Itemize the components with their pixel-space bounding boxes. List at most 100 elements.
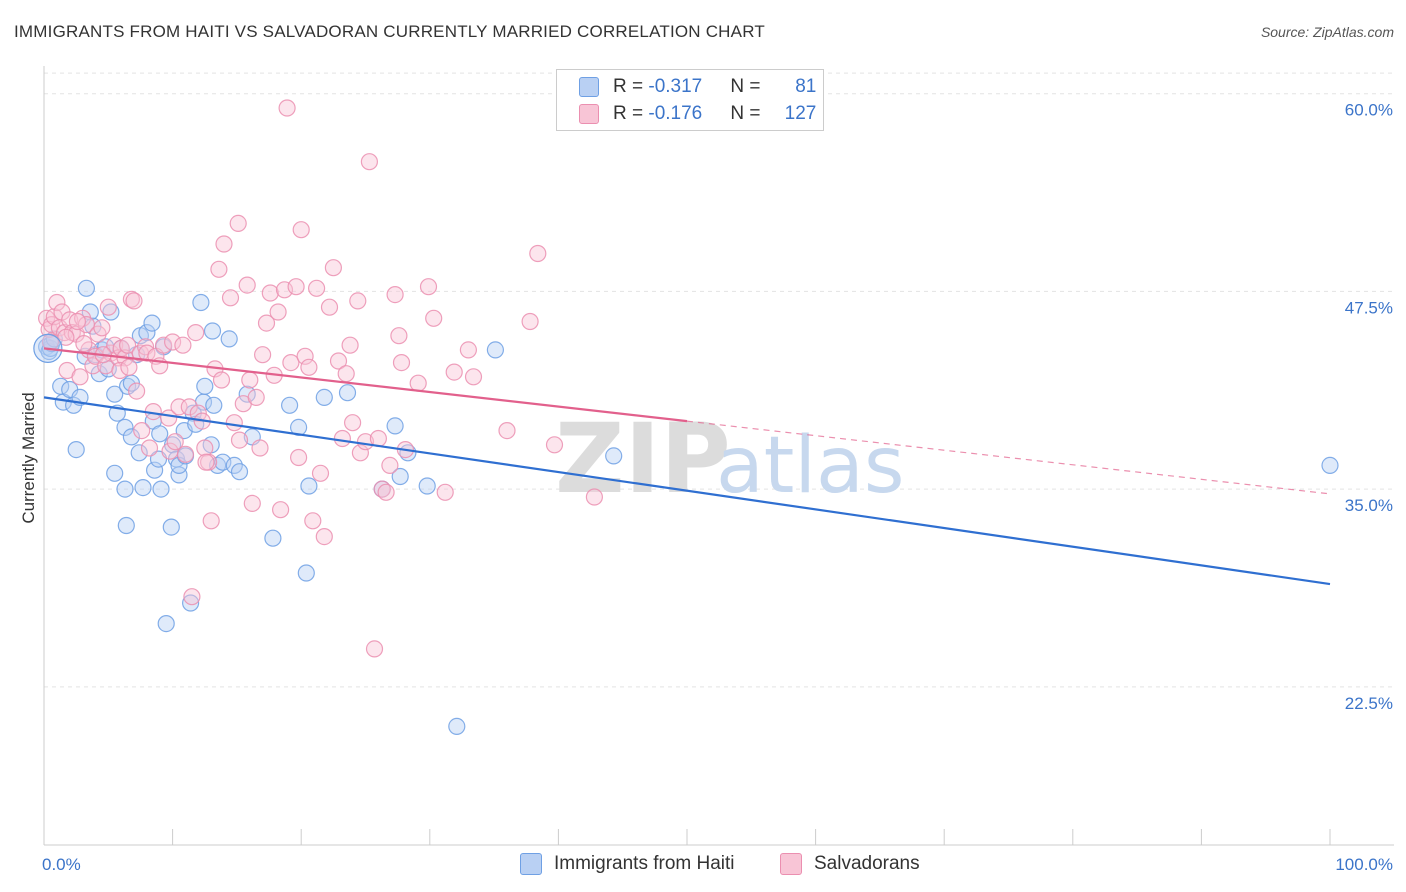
salvadoran-point bbox=[257, 314, 276, 332]
salvadoran-point bbox=[290, 448, 308, 467]
haiti-point bbox=[162, 518, 180, 536]
salvadoran-point bbox=[57, 328, 75, 346]
haiti-point bbox=[418, 477, 436, 495]
salvadoran-point bbox=[155, 336, 173, 354]
y-tick-label: 35.0% bbox=[1345, 496, 1393, 515]
salvadoran-point bbox=[243, 494, 261, 512]
legend-n-label: N = bbox=[730, 76, 766, 97]
salvadoran-point bbox=[272, 501, 290, 519]
haiti-point bbox=[67, 441, 85, 459]
salvadoran-point bbox=[210, 260, 228, 278]
haiti-point bbox=[77, 279, 96, 297]
chart-title: IMMIGRANTS FROM HAITI VS SALVADORAN CURR… bbox=[14, 22, 765, 41]
salvadoran-point bbox=[230, 431, 249, 449]
x-tick-label: 0.0% bbox=[42, 855, 81, 874]
haiti-point bbox=[238, 385, 256, 403]
salvadoran-point bbox=[459, 341, 477, 359]
salvadoran-point bbox=[300, 358, 318, 376]
haiti-point bbox=[106, 385, 124, 403]
haiti-point bbox=[146, 461, 164, 479]
salvadoran-point bbox=[48, 293, 66, 312]
salvadoran-point bbox=[225, 414, 243, 432]
salvadoran-point bbox=[75, 335, 93, 353]
salvadoran-point bbox=[464, 368, 483, 386]
haiti-point bbox=[391, 467, 409, 486]
salvadoran-point bbox=[111, 361, 129, 380]
bottom-legend-label-haiti: Immigrants from Haiti bbox=[554, 853, 735, 874]
legend-row-haiti: R = -0.317 N = 81 bbox=[579, 75, 816, 99]
haiti-point bbox=[605, 447, 623, 465]
salvadoran-point bbox=[390, 327, 408, 345]
salvadoran-point bbox=[308, 279, 326, 297]
haiti-point bbox=[106, 464, 124, 482]
x-tick-label: 100.0% bbox=[1335, 855, 1393, 874]
y-tick-label: 47.5% bbox=[1345, 298, 1393, 317]
salvadoran-point bbox=[140, 439, 159, 457]
haiti-point bbox=[300, 477, 318, 495]
salvadoran-point bbox=[377, 483, 395, 501]
tick-labels: 22.5% 35.0% 47.5% 60.0% 0.0% 100.0% bbox=[42, 101, 1393, 874]
salvadoran-point bbox=[125, 292, 143, 310]
salvadoran-trend-extension bbox=[686, 420, 1331, 495]
legend-r-label: R = bbox=[613, 103, 649, 124]
salvadoran-point bbox=[71, 368, 89, 386]
salvadoran-point bbox=[212, 371, 231, 389]
salvadoran-point bbox=[187, 324, 205, 342]
y-axis-label: Currently Married bbox=[19, 392, 38, 523]
haiti-point bbox=[203, 322, 222, 340]
salvadoran-point bbox=[68, 312, 87, 331]
salvadoran-point bbox=[176, 445, 195, 463]
salvadoran-trend-line bbox=[43, 347, 688, 423]
salvadoran-point bbox=[278, 99, 296, 117]
salvadoran-point bbox=[189, 404, 207, 422]
haiti-point bbox=[297, 564, 315, 582]
salvadoran-point bbox=[164, 333, 182, 351]
salvadoran-point bbox=[215, 235, 233, 253]
salvadoran-point bbox=[349, 292, 367, 310]
salvadoran-point bbox=[221, 289, 240, 307]
salvadoran-point bbox=[180, 398, 198, 416]
haiti-point bbox=[315, 388, 333, 406]
salvadoran-point bbox=[197, 453, 215, 471]
haiti-point bbox=[116, 418, 134, 436]
haiti-trend-line bbox=[43, 396, 1331, 586]
correlation-legend: R = -0.317 N = 81 R = -0.176 N = 127 bbox=[556, 69, 824, 131]
salvadoran-point bbox=[118, 336, 137, 354]
salvadoran-point bbox=[269, 303, 287, 321]
salvadoran-point bbox=[320, 298, 339, 316]
salvadoran-point bbox=[202, 512, 220, 530]
salvadoran-point bbox=[133, 422, 151, 440]
legend-n-value: 81 bbox=[795, 76, 817, 97]
salvadoran-point bbox=[196, 439, 214, 457]
salvadoran-point bbox=[122, 290, 140, 308]
series-points bbox=[37, 279, 1339, 736]
salvadoran-point bbox=[183, 588, 201, 606]
haiti-point bbox=[386, 417, 404, 435]
salvadoran-point bbox=[251, 439, 269, 457]
salvadoran-point bbox=[333, 429, 351, 448]
salvadoran-point bbox=[128, 382, 146, 400]
salvadoran-point bbox=[166, 433, 184, 451]
bottom-legend-salvadorans[interactable]: Salvadorans bbox=[780, 851, 920, 877]
salvadoran-point bbox=[445, 363, 463, 381]
haiti-point bbox=[230, 463, 249, 481]
haiti-point bbox=[152, 480, 170, 498]
salvadoran-point bbox=[425, 309, 443, 327]
haiti-point bbox=[143, 314, 161, 332]
salvadoran-point bbox=[360, 153, 378, 171]
salvadoran-point bbox=[229, 214, 247, 232]
haiti-point bbox=[138, 324, 156, 342]
haiti-point bbox=[192, 293, 210, 312]
haiti-point bbox=[122, 428, 140, 446]
bottom-legend-swatch-haiti bbox=[520, 853, 542, 875]
source-label: Source: ZipAtlas.com bbox=[1260, 24, 1394, 40]
salvadoran-point bbox=[287, 278, 305, 296]
haiti-point bbox=[205, 396, 223, 414]
bottom-legend-haiti[interactable]: Immigrants from Haiti bbox=[520, 851, 735, 877]
haiti-point bbox=[281, 396, 299, 414]
haiti-point bbox=[130, 444, 148, 462]
haiti-point bbox=[220, 330, 238, 348]
haiti-point bbox=[151, 425, 169, 443]
trend-lines bbox=[43, 347, 1331, 586]
legend-n-value: 127 bbox=[784, 103, 817, 124]
